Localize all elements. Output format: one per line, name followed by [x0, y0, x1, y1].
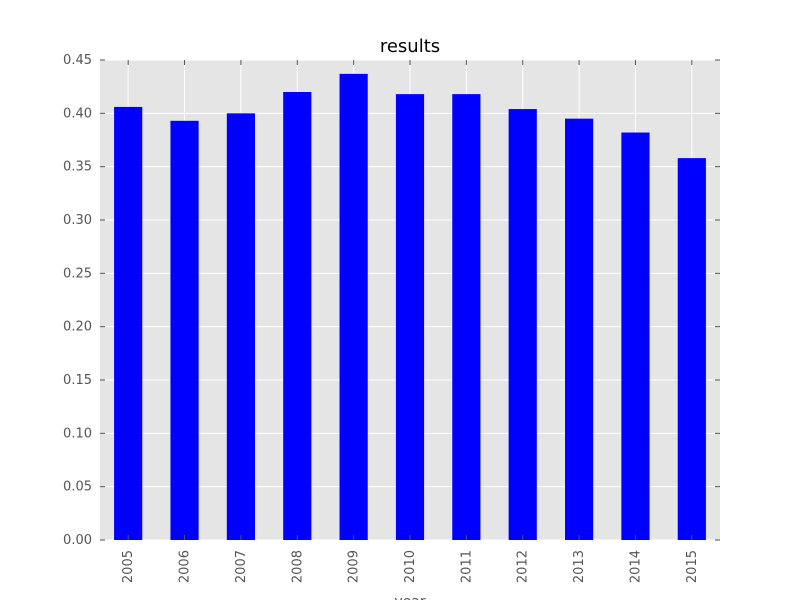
bar-2015 [677, 158, 706, 540]
x-tick-label: 2010 [403, 550, 418, 583]
y-axis-ticks: 0.00 0.05 0.10 0.15 0.20 0.25 0.30 0.35 0.40 0.45 [63, 53, 720, 548]
bar-2009 [339, 73, 368, 540]
x-tick-label: 2005 [121, 550, 136, 583]
x-tick-label: 2009 [347, 550, 362, 583]
x-tick-label: 2006 [178, 550, 193, 583]
y-tick-label: 0.30 [63, 213, 92, 228]
bar-2011 [452, 94, 481, 540]
bars [114, 73, 706, 541]
y-tick-label: 0.45 [63, 53, 92, 68]
y-tick-label: 0.25 [63, 266, 92, 281]
bar-2005 [114, 106, 143, 540]
bar-2006 [170, 120, 199, 541]
chart-title: results [380, 36, 440, 57]
x-tick-label: 2007 [234, 550, 249, 583]
x-tick-label: 2008 [290, 550, 305, 583]
y-tick-label: 0.15 [63, 373, 92, 388]
x-tick-label: 2015 [685, 550, 700, 583]
y-tick-label: 0.05 [63, 480, 92, 495]
x-tick-label: 2013 [572, 550, 587, 583]
x-tick-label: 2011 [459, 550, 474, 583]
x-axis-ticks: 2005 2006 2007 2008 2009 2010 2011 2012 2013 2014… [121, 60, 700, 583]
bar-2010 [395, 94, 425, 540]
y-tick-label: 0.10 [63, 426, 92, 441]
bar-2012 [508, 109, 537, 541]
bar-2008 [283, 92, 312, 540]
y-tick-label: 0.00 [63, 533, 92, 548]
bar-2014 [621, 132, 650, 541]
y-tick-label: 0.20 [63, 320, 92, 335]
bar-2007 [226, 113, 255, 540]
y-tick-label: 0.40 [63, 106, 92, 121]
bar-2013 [565, 118, 594, 541]
x-axis-label: year [394, 594, 425, 600]
x-tick-label: 2014 [628, 550, 643, 583]
y-tick-label: 0.35 [63, 160, 92, 175]
x-tick-label: 2012 [516, 550, 531, 583]
